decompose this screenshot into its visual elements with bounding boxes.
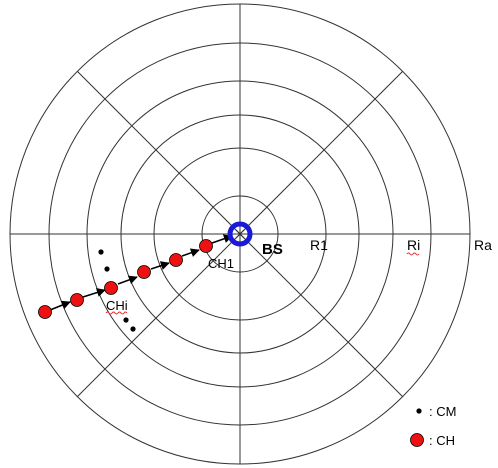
hop-arrow (49, 300, 71, 311)
ring-label-ra: Ra (474, 237, 492, 253)
ring-label-ri: Ri (407, 237, 420, 253)
hop-arrow (150, 261, 170, 270)
cluster-head-node (104, 281, 118, 295)
cluster-member-dot (123, 317, 129, 323)
legend-cm-label: : CM (429, 404, 456, 419)
legend-ch-label: : CH (429, 433, 455, 448)
base-station-icon (227, 221, 253, 247)
cluster-members (98, 249, 136, 332)
ring-label-r1: R1 (310, 237, 328, 253)
cluster-head-label-intermediate: CHi (106, 298, 128, 313)
cluster-head-label-first: CH1 (208, 256, 234, 271)
spellcheck-underline (406, 252, 420, 256)
base-station-label: BS (262, 241, 283, 258)
legend-cm-marker (416, 408, 422, 414)
cluster-head-node (137, 265, 151, 279)
cluster-head-node (169, 253, 183, 267)
cluster-head-node (70, 293, 84, 307)
hop-arrow (181, 248, 200, 257)
cluster-head-node (199, 239, 213, 253)
legend-ch-marker (410, 433, 424, 447)
cluster-member-dot (104, 266, 110, 272)
hop-arrow (117, 275, 138, 285)
hop-arrow (82, 288, 106, 298)
cluster-head-node (38, 305, 52, 319)
legend: : CM : CH (410, 404, 456, 448)
spellcheck-underline (105, 311, 128, 315)
cluster-member-dot (130, 326, 136, 332)
cluster-heads (38, 239, 213, 319)
cluster-member-dot (98, 249, 104, 255)
